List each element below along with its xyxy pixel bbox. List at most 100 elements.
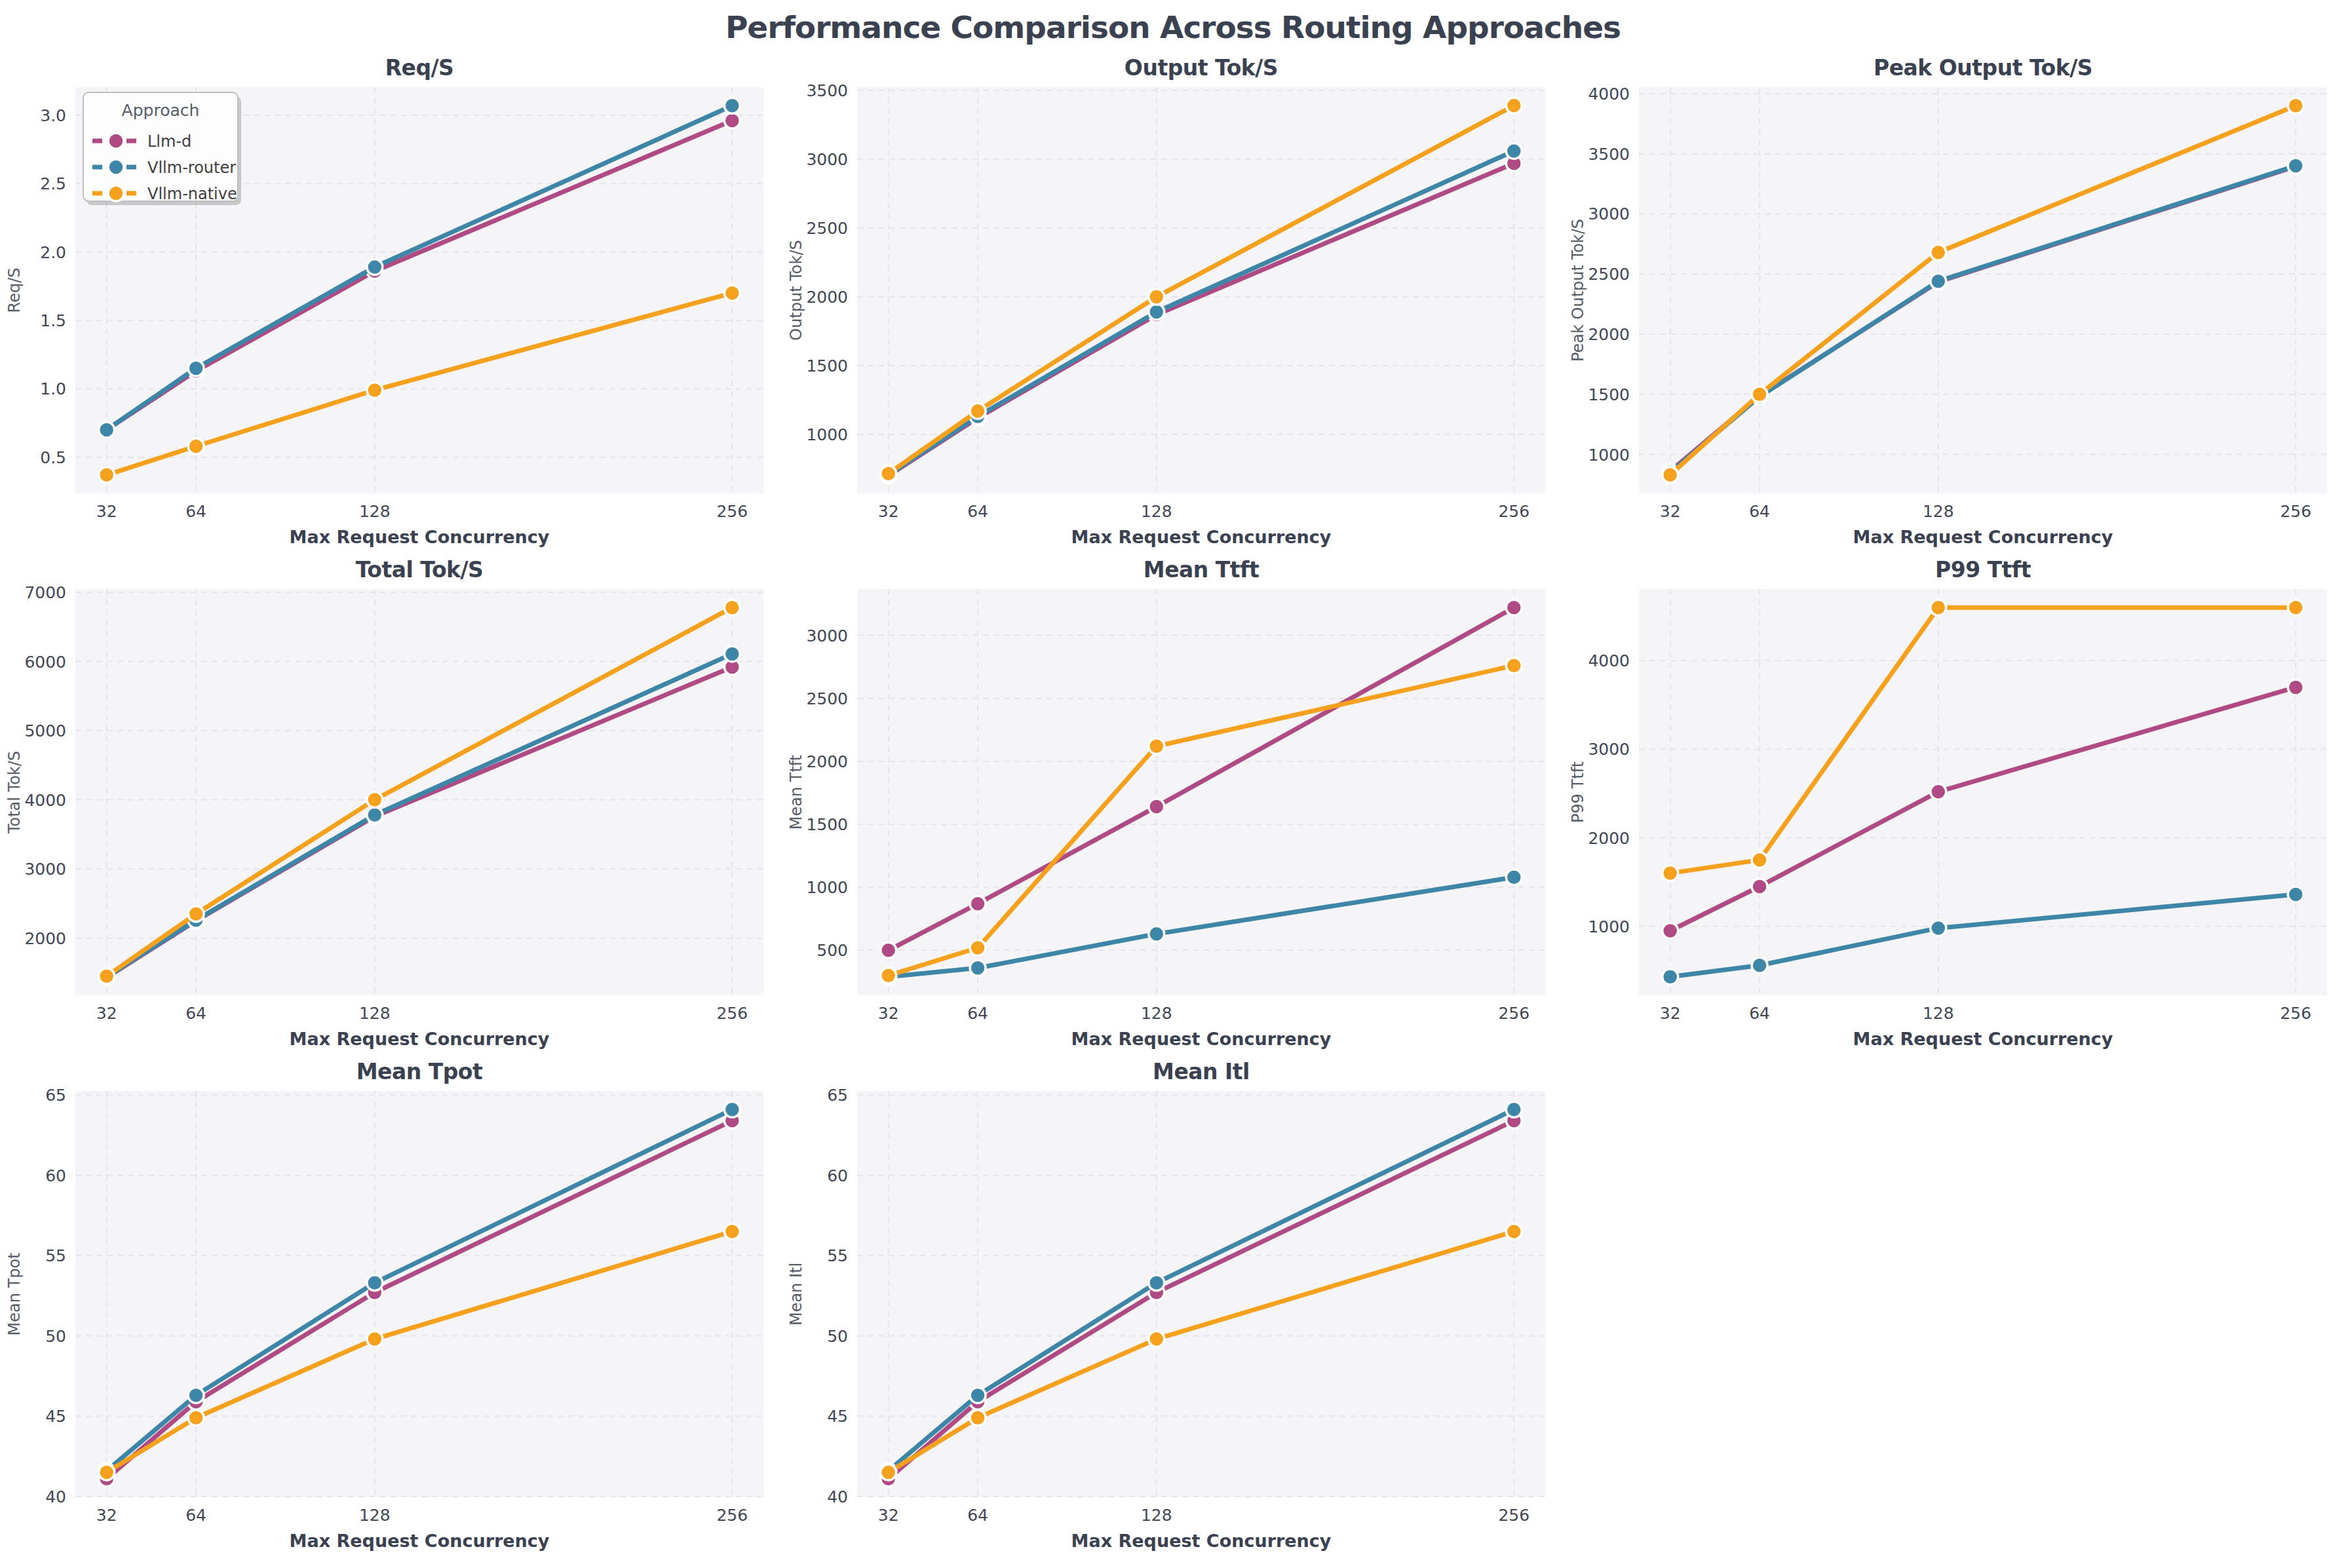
x-tick-label: 256 (2280, 1004, 2311, 1023)
data-point-vllm-router (367, 259, 383, 275)
data-point-vllm-router (367, 807, 383, 823)
legend-entry-label: Llm-d (147, 132, 191, 151)
x-tick-label: 128 (1923, 1004, 1954, 1023)
subplot-title: P99 Ttft (1935, 557, 2031, 583)
plot-area (857, 1091, 1545, 1497)
x-tick-label: 64 (1749, 1004, 1770, 1023)
data-point-vllm-native (367, 1331, 383, 1347)
x-tick-label: 32 (878, 1506, 899, 1525)
data-point-vllm-router (724, 98, 740, 113)
chart-cell-mean-ttft: Mean Ttft5001000150020002500300032641282… (782, 551, 1564, 1053)
y-tick-label: 1000 (1588, 446, 1630, 465)
y-tick-label: 7000 (24, 583, 66, 602)
x-tick-label: 256 (1498, 502, 1529, 521)
subplot-title: Mean Ttft (1144, 557, 1260, 583)
y-tick-label: 2.5 (40, 174, 66, 193)
x-tick-label: 32 (96, 1506, 117, 1525)
data-point-vllm-router (1752, 957, 1767, 973)
data-point-vllm-native (2288, 98, 2303, 113)
data-point-vllm-router (724, 646, 740, 662)
data-point-vllm-router (1506, 143, 1522, 159)
data-point-vllm-native (1752, 852, 1767, 868)
data-point-vllm-router (188, 360, 204, 376)
y-tick-label: 5000 (24, 721, 66, 740)
y-axis-label: Mean Tpot (5, 1252, 24, 1335)
legend-title: Approach (122, 101, 200, 120)
data-point-llm-d (1931, 784, 1946, 799)
y-axis-label: Mean Itl (787, 1263, 805, 1326)
data-point-vllm-native (881, 466, 896, 482)
y-axis-label: P99 Ttft (1569, 761, 1587, 823)
page-title: Performance Comparison Across Routing Ap… (0, 0, 2346, 49)
data-point-vllm-native (1149, 738, 1164, 754)
data-point-vllm-router (970, 1387, 986, 1403)
y-tick-label: 65 (45, 1086, 66, 1105)
data-point-vllm-native (99, 968, 115, 984)
y-tick-label: 45 (827, 1407, 848, 1426)
y-tick-label: 2000 (806, 288, 848, 307)
y-tick-label: 45 (45, 1407, 66, 1426)
data-point-vllm-router (2288, 158, 2303, 174)
charts-grid: Req/S0.51.01.52.02.53.03264128256Max Req… (0, 49, 2345, 1555)
data-point-llm-d (1752, 879, 1767, 894)
data-point-vllm-native (188, 1410, 204, 1426)
x-axis-label: Max Request Concurrency (290, 527, 550, 547)
x-tick-label: 128 (359, 502, 391, 521)
x-tick-label: 128 (1141, 502, 1172, 521)
y-tick-label: 2000 (1588, 325, 1630, 344)
data-point-vllm-native (1931, 244, 1946, 260)
x-tick-label: 64 (185, 1506, 206, 1525)
x-tick-label: 128 (1141, 1004, 1172, 1023)
data-point-vllm-router (2288, 887, 2303, 902)
y-tick-label: 2000 (24, 929, 66, 948)
plot-area (1639, 589, 2327, 995)
data-point-vllm-router (1149, 304, 1164, 320)
chart-output-tok-s: Output Tok/S1000150020002500300035003264… (782, 49, 1564, 551)
chart-cell-p99-ttft: P99 Ttft10002000300040003264128256Max Re… (1564, 551, 2345, 1053)
y-axis-label: Mean Ttft (787, 755, 805, 830)
data-point-vllm-router (1931, 920, 1946, 936)
x-tick-label: 32 (96, 1004, 117, 1023)
chart-peak-output-tok-s: Peak Output Tok/S10001500200025003000350… (1564, 49, 2345, 551)
legend-entry-label: Vllm-router (147, 159, 236, 177)
y-tick-label: 0.5 (40, 448, 66, 467)
data-point-vllm-native (1931, 600, 1946, 615)
x-axis-label: Max Request Concurrency (1853, 527, 2113, 547)
data-point-vllm-router (1506, 1101, 1522, 1117)
x-tick-label: 32 (1660, 502, 1681, 521)
data-point-vllm-router (1506, 870, 1522, 885)
y-tick-label: 1000 (806, 878, 848, 897)
y-tick-label: 3500 (1588, 145, 1630, 164)
x-tick-label: 32 (878, 1004, 899, 1023)
chart-mean-ttft: Mean Ttft5001000150020002500300032641282… (782, 551, 1564, 1053)
x-tick-label: 32 (1660, 1004, 1681, 1023)
y-tick-label: 55 (45, 1246, 66, 1265)
x-tick-label: 256 (716, 1506, 748, 1525)
x-tick-label: 128 (1923, 502, 1954, 521)
y-tick-label: 4000 (1588, 651, 1630, 670)
y-tick-label: 4000 (1588, 85, 1630, 104)
x-tick-label: 256 (716, 1004, 748, 1023)
x-axis-label: Max Request Concurrency (1071, 1029, 1332, 1049)
x-axis-label: Max Request Concurrency (290, 1531, 550, 1551)
data-point-vllm-native (970, 1410, 986, 1426)
chart-req-s: Req/S0.51.01.52.02.53.03264128256Max Req… (0, 49, 782, 551)
data-point-vllm-native (724, 600, 740, 615)
data-point-vllm-router (99, 422, 115, 438)
y-tick-label: 3.0 (40, 106, 66, 125)
chart-total-tok-s: Total Tok/S20003000400050006000700032641… (0, 551, 782, 1053)
y-tick-label: 2500 (806, 219, 848, 238)
y-tick-label: 1500 (806, 815, 848, 834)
data-point-vllm-native (1752, 387, 1767, 402)
y-tick-label: 50 (827, 1327, 848, 1346)
chart-mean-itl: Mean Itl4045505560653264128256Max Reques… (782, 1053, 1564, 1555)
y-tick-label: 40 (45, 1487, 66, 1506)
y-tick-label: 2000 (1588, 829, 1630, 848)
data-point-vllm-router (1663, 969, 1678, 985)
data-point-vllm-native (881, 968, 896, 984)
y-tick-label: 3000 (806, 626, 848, 645)
x-tick-label: 256 (716, 502, 748, 521)
x-tick-label: 256 (1498, 1506, 1529, 1525)
chart-cell-total-tok-s: Total Tok/S20003000400050006000700032641… (0, 551, 782, 1053)
y-tick-label: 50 (45, 1327, 66, 1346)
